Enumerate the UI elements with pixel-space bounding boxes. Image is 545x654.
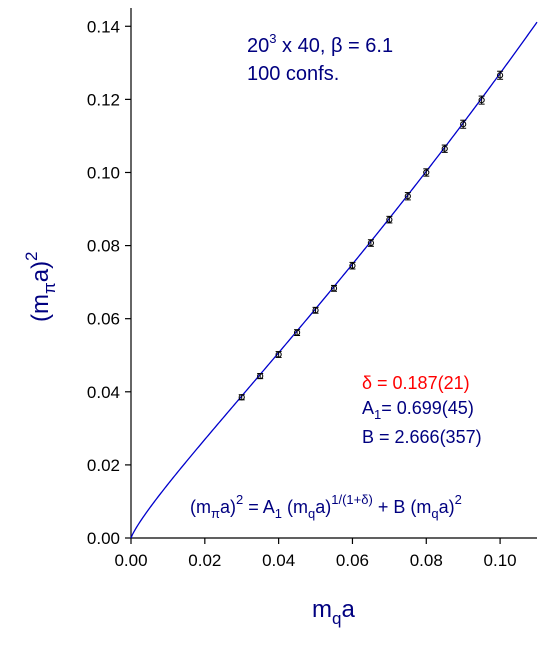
point-marker <box>460 121 467 128</box>
data-point <box>460 119 467 129</box>
data-points <box>238 70 504 401</box>
x-tick-label: 0.08 <box>410 551 443 570</box>
fit-formula: (mπa)2 = A1 (mqa)1/(1+δ) + B (mqa)2 <box>190 492 462 521</box>
data-point <box>275 351 282 358</box>
y-tick-label: 0.12 <box>87 90 120 109</box>
b-annotation: B = 2.666(357) <box>362 427 482 447</box>
data-point <box>330 284 338 292</box>
data-point <box>386 215 393 224</box>
x-tick-label: 0.06 <box>336 551 369 570</box>
point-marker <box>312 307 319 314</box>
delta-annotation: δ = 0.187(21) <box>362 373 470 393</box>
y-tick-label: 0.10 <box>87 163 120 182</box>
point-marker <box>404 193 411 200</box>
y-tick-label: 0.02 <box>87 456 120 475</box>
point-marker <box>330 285 338 292</box>
point-marker <box>257 372 264 380</box>
data-point <box>293 329 301 337</box>
y-tick-label: 0.04 <box>87 383 120 402</box>
point-marker <box>275 351 282 358</box>
ticks: 0.00 0.02 0.04 0.06 0.08 0.10 0.00 0.02 0.04 0.06… <box>87 17 517 570</box>
point-marker <box>367 239 375 247</box>
data-point <box>312 306 319 314</box>
y-tick-label: 0.00 <box>87 529 120 548</box>
x-tick-label: 0.00 <box>114 551 147 570</box>
point-marker <box>349 262 356 269</box>
data-point <box>257 372 264 380</box>
point-marker <box>496 72 504 79</box>
point-marker <box>478 97 485 104</box>
y-axis-title: (mπa)2 <box>22 251 59 322</box>
point-marker <box>386 216 393 223</box>
data-point <box>349 261 356 270</box>
point-marker <box>441 145 448 152</box>
data-point <box>441 144 448 153</box>
y-tick-label: 0.08 <box>87 237 120 256</box>
data-point <box>478 95 485 105</box>
x-tick-label: 0.10 <box>484 551 517 570</box>
fit-curve <box>130 21 538 539</box>
confs-annotation: 100 confs. <box>247 63 339 85</box>
data-point <box>496 70 504 80</box>
point-marker <box>423 169 430 176</box>
y-tick-label: 0.14 <box>87 17 120 36</box>
plot-frame <box>130 8 537 539</box>
x-axis-title: mqa <box>312 596 355 628</box>
x-tick-label: 0.02 <box>188 551 221 570</box>
a1-annotation: A1= 0.699(45) <box>362 398 474 422</box>
data-point <box>404 192 411 201</box>
point-marker <box>293 329 301 336</box>
x-tick-label: 0.04 <box>262 551 295 570</box>
data-point <box>367 239 375 247</box>
lattice-annotation: 203 x 40, β = 6.1 <box>247 31 393 57</box>
data-point <box>238 394 245 401</box>
y-tick-label: 0.06 <box>87 310 120 329</box>
data-point <box>423 168 430 177</box>
point-marker <box>238 394 245 401</box>
